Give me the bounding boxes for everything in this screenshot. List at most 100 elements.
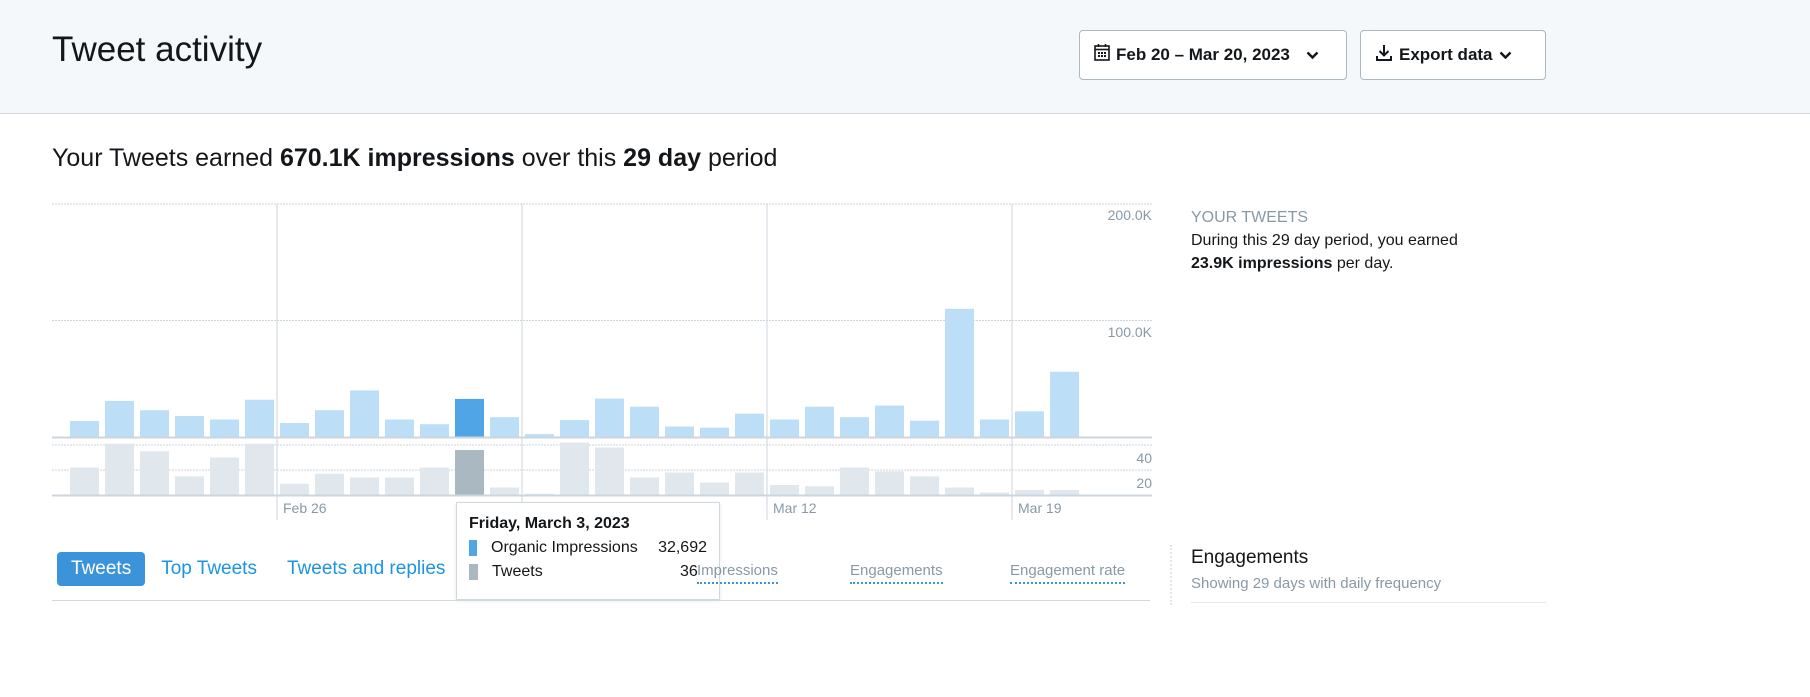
divider [52, 600, 1150, 601]
metric-engagements[interactable]: Engagements [850, 562, 943, 584]
impressions-bar [910, 420, 939, 437]
impressions-bar [175, 416, 204, 437]
summary-days: 29 day [623, 144, 702, 172]
tooltip-value: 36 [680, 563, 698, 580]
impressions-bar [735, 413, 764, 437]
tab-top-tweets[interactable]: Top Tweets [161, 558, 257, 579]
impressions-swatch [469, 540, 477, 556]
tweets-bar [630, 477, 659, 495]
tweets-bar [910, 476, 939, 495]
tweets-bar [665, 472, 694, 495]
panel-text: per day. [1332, 255, 1394, 272]
x-tick-label: Mar 12 [773, 500, 817, 516]
impressions-bar [385, 419, 414, 437]
impressions-bar [525, 434, 554, 437]
impressions-bar [210, 419, 239, 437]
divider [1191, 602, 1546, 603]
summary-text: period [701, 144, 778, 172]
tweets-bar [735, 472, 764, 495]
impressions-bar [280, 423, 309, 437]
tweets-bar [805, 486, 834, 495]
tweets-bar [315, 473, 344, 495]
tweets-bar [385, 477, 414, 495]
date-range-label: Feb 20 – Mar 20, 2023 [1116, 45, 1290, 64]
tweets-bar [875, 471, 904, 495]
tooltip-row-tweets: Tweets 36 [469, 563, 707, 581]
tweets-bar [490, 487, 519, 495]
impressions-bar [1015, 411, 1044, 437]
impressions-bar [945, 308, 974, 437]
impressions-bar [630, 406, 659, 437]
impressions-bar [665, 426, 694, 437]
impressions-bar [105, 400, 134, 437]
tweets-bar [700, 482, 729, 495]
download-icon [1375, 44, 1393, 67]
y-tick-label: 20 [1136, 475, 1152, 491]
tweets-bar [595, 447, 624, 495]
tab-tweets[interactable]: Tweets [57, 552, 146, 586]
impressions-summary: Your Tweets earned 670.1K impressions ov… [52, 144, 777, 173]
tweet-activity-chart[interactable]: 200.0K 100.0K 40 20 Feb 26 Mar 12 Mar 19 [0, 0, 1170, 530]
tweets-bar [1015, 490, 1044, 495]
impressions-bar [805, 406, 834, 437]
tweets-bar [420, 467, 449, 495]
tweets-bar [175, 476, 204, 495]
impressions-bar [490, 417, 519, 437]
summary-impressions: 670.1K impressions [279, 144, 515, 172]
tweets-swatch [469, 564, 478, 580]
tweets-bar [455, 450, 484, 495]
calendar-icon [1094, 44, 1110, 66]
metric-engagement-rate[interactable]: Engagement rate [1010, 562, 1126, 584]
chart-tooltip: Friday, March 3, 2023 Organic Impression… [456, 502, 720, 600]
panel-heading: YOUR TWEETS [1191, 209, 1309, 226]
impressions-bar [595, 398, 624, 437]
impressions-bar [875, 405, 904, 437]
impressions-bar [70, 421, 99, 437]
y-tick-label: 40 [1136, 450, 1152, 466]
tweets-bar [770, 485, 799, 495]
impressions-bar [770, 419, 799, 437]
tweets-bar [105, 443, 134, 495]
tooltip-date: Friday, March 3, 2023 [469, 515, 630, 532]
tooltip-row-impressions: Organic Impressions 32,692 [469, 539, 707, 557]
impressions-bar [315, 410, 344, 437]
tweets-bar [840, 467, 869, 495]
impressions-bar [840, 417, 869, 437]
export-data-button[interactable]: Export data [1360, 30, 1546, 80]
tweets-bar [350, 477, 379, 495]
tab-tweets-and-replies[interactable]: Tweets and replies [286, 558, 446, 579]
summary-text: Your Tweets earned [52, 144, 280, 172]
impressions-bar [560, 420, 589, 437]
date-range-button[interactable]: Feb 20 – Mar 20, 2023 [1079, 30, 1347, 80]
chevron-down-icon [1306, 45, 1319, 65]
tweet-tabs: Tweets Top Tweets Tweets and replies [57, 552, 461, 586]
y-tick-label: 200.0K [1108, 207, 1153, 223]
tweets-bar [210, 457, 239, 495]
tooltip-value: 32,692 [658, 539, 707, 556]
x-tick-label: Mar 19 [1018, 500, 1062, 516]
impressions-bar [980, 419, 1009, 437]
tooltip-label: Tweets [492, 563, 543, 580]
tweets-bar [1050, 490, 1079, 495]
panel-text-2: 23.9K impressions per day. [1191, 252, 1571, 275]
metric-impressions[interactable]: Impressions [697, 562, 778, 584]
engagements-subtitle: Showing 29 days with daily frequency [1191, 575, 1442, 592]
export-data-label: Export data [1399, 45, 1493, 64]
divider [1170, 545, 1172, 605]
chevron-down-icon [1499, 45, 1512, 65]
y-tick-label: 100.0K [1108, 324, 1153, 340]
impressions-bar [245, 399, 274, 437]
impressions-bar [140, 410, 169, 437]
panel-text: During this 29 day period, you earned [1191, 232, 1458, 249]
engagements-title: Engagements [1191, 547, 1309, 568]
impressions-bar [420, 424, 449, 437]
x-tick-label: Feb 26 [283, 500, 327, 516]
tooltip-label: Organic Impressions [491, 539, 638, 556]
impressions-bar [455, 398, 484, 437]
tweets-bar [70, 467, 99, 495]
impressions-bar [1050, 371, 1079, 437]
impressions-bar [700, 427, 729, 437]
impressions-bar [350, 390, 379, 437]
tweets-bar [525, 493, 554, 495]
tweets-bar [140, 451, 169, 495]
